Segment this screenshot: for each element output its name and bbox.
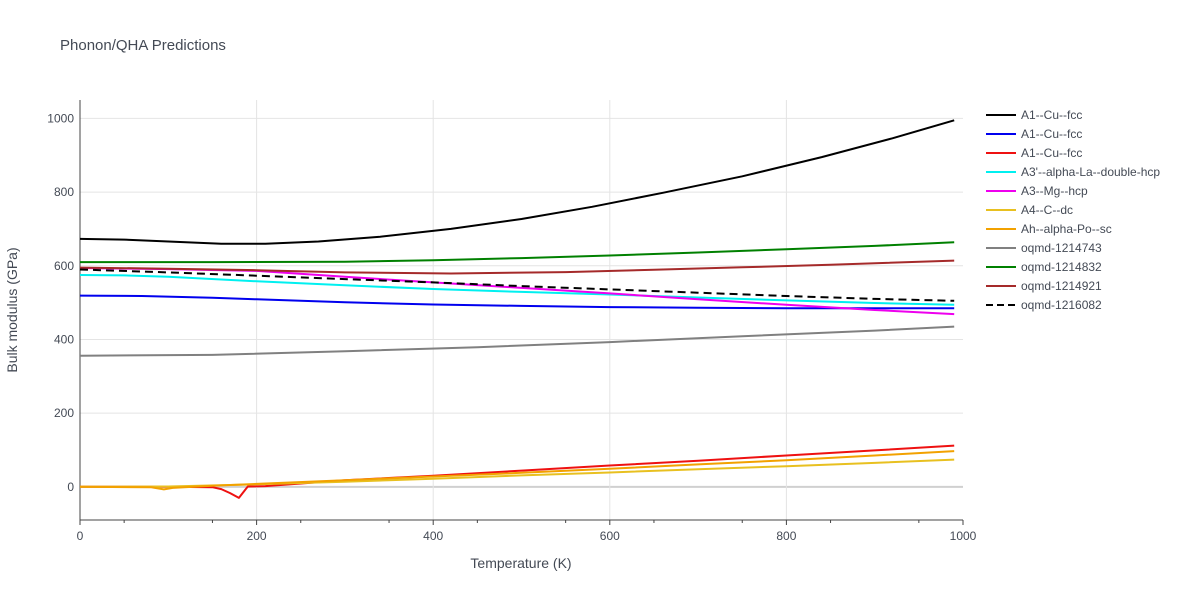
- y-tick-label: 0: [67, 480, 74, 494]
- legend-label: oqmd-1214921: [1021, 279, 1102, 293]
- legend-item[interactable]: A4--C--dc: [986, 203, 1073, 217]
- legend-item[interactable]: oqmd-1214743: [986, 241, 1102, 255]
- x-tick-label: 400: [423, 529, 443, 543]
- legend-item[interactable]: oqmd-1214832: [986, 260, 1102, 274]
- series-line-11: [79, 268, 955, 302]
- axes: 0 200 400 600 800 1000 0 200 400 600 800 1000: [47, 100, 977, 543]
- legend-label: oqmd-1216082: [1021, 298, 1102, 312]
- y-tick-label: 600: [54, 259, 74, 273]
- legend-label: A4--C--dc: [1021, 203, 1073, 217]
- y-tick-label: 400: [54, 332, 74, 346]
- y-tick-label: 800: [54, 185, 74, 199]
- series-line-4: [79, 274, 955, 306]
- x-axis-title: Temperature (K): [470, 555, 571, 571]
- series-line-3: [80, 444, 955, 499]
- legend-label: A3--Mg--hcp: [1021, 184, 1088, 198]
- legend[interactable]: A1--Cu--fcc A1--Cu--fcc A1--Cu--fcc A3'--al…: [986, 108, 1160, 312]
- legend-label: A3'--alpha-La--double-hcp: [1021, 165, 1160, 179]
- series-line-10: [79, 259, 955, 275]
- series-lines: [79, 119, 955, 499]
- series-line-8: [79, 325, 955, 357]
- legend-label: oqmd-1214743: [1021, 241, 1102, 255]
- x-tick-label: 1000: [950, 529, 977, 543]
- legend-item[interactable]: oqmd-1216082: [986, 298, 1102, 312]
- x-tick-label: 600: [600, 529, 620, 543]
- y-axis-title: Bulk modulus (GPa): [4, 247, 20, 372]
- series-line-7: [79, 450, 955, 491]
- legend-label: Ah--alpha-Po--sc: [1021, 222, 1112, 236]
- y-tick-label: 1000: [47, 111, 74, 125]
- legend-item[interactable]: A1--Cu--fcc: [986, 146, 1082, 160]
- x-tick-label: 200: [247, 529, 267, 543]
- y-tick-label: 200: [54, 406, 74, 420]
- legend-item[interactable]: Ah--alpha-Po--sc: [986, 222, 1112, 236]
- legend-label: A1--Cu--fcc: [1021, 146, 1082, 160]
- chart-title: Phonon/QHA Predictions: [60, 37, 226, 54]
- legend-label: A1--Cu--fcc: [1021, 108, 1082, 122]
- legend-item[interactable]: A3'--alpha-La--double-hcp: [986, 165, 1160, 179]
- legend-item[interactable]: A3--Mg--hcp: [986, 184, 1088, 198]
- series-line-9: [80, 241, 955, 264]
- legend-item[interactable]: oqmd-1214921: [986, 279, 1102, 293]
- legend-label: oqmd-1214832: [1021, 260, 1102, 274]
- x-tick-label: 0: [77, 529, 84, 543]
- series-line-1: [79, 119, 955, 245]
- legend-item[interactable]: A1--Cu--fcc: [986, 127, 1082, 141]
- series-line-2: [79, 294, 955, 310]
- x-tick-label: 800: [776, 529, 796, 543]
- legend-label: A1--Cu--fcc: [1021, 127, 1082, 141]
- grid: [80, 100, 963, 520]
- legend-item[interactable]: A1--Cu--fcc: [986, 108, 1082, 122]
